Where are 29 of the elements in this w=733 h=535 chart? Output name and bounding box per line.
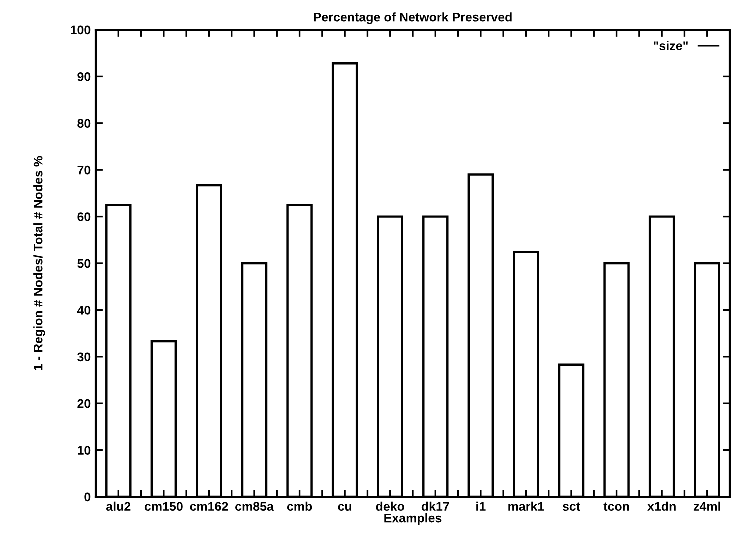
x-tick-label: deko (376, 502, 404, 512)
y-tick-label: 40 (77, 306, 91, 315)
x-tick-label: cm85a (236, 502, 274, 512)
x-tick-label: cm162 (190, 502, 228, 512)
x-axis-title: Examples (384, 514, 442, 526)
x-tick-label: cu (338, 504, 352, 512)
y-axis-title: 1 - Region # Nodes/ Total # Nodes % (34, 156, 46, 370)
y-tick-label: 50 (78, 259, 91, 268)
x-tick-label: dk17 (422, 502, 450, 512)
y-tick-label: 100 (71, 26, 91, 35)
x-tick-label: i1 (476, 502, 486, 511)
y-tick-label: 70 (78, 166, 91, 175)
y-tick-label: 10 (78, 446, 91, 455)
y-tick-label: 90 (78, 72, 91, 82)
legend-label: "size" (654, 41, 688, 50)
x-tick-label: mark1 (508, 502, 544, 512)
y-tick-label: 30 (78, 352, 91, 362)
y-tick-label: 60 (78, 212, 91, 222)
x-tick-label: sct (562, 502, 580, 512)
x-tick-label: z4ml (694, 502, 720, 511)
x-tick-label: x1dn (648, 502, 676, 512)
y-tick-label: 20 (78, 399, 91, 408)
x-tick-label: cmb (287, 502, 312, 512)
x-tick-label: cm150 (144, 502, 183, 512)
chart-title: Percentage of Network Preserved (314, 12, 512, 24)
x-tick-label: tcon (604, 502, 630, 512)
x-tick-label: alu2 (106, 502, 131, 512)
y-tick-label: 80 (78, 119, 91, 128)
y-tick-label: 0 (84, 492, 91, 502)
